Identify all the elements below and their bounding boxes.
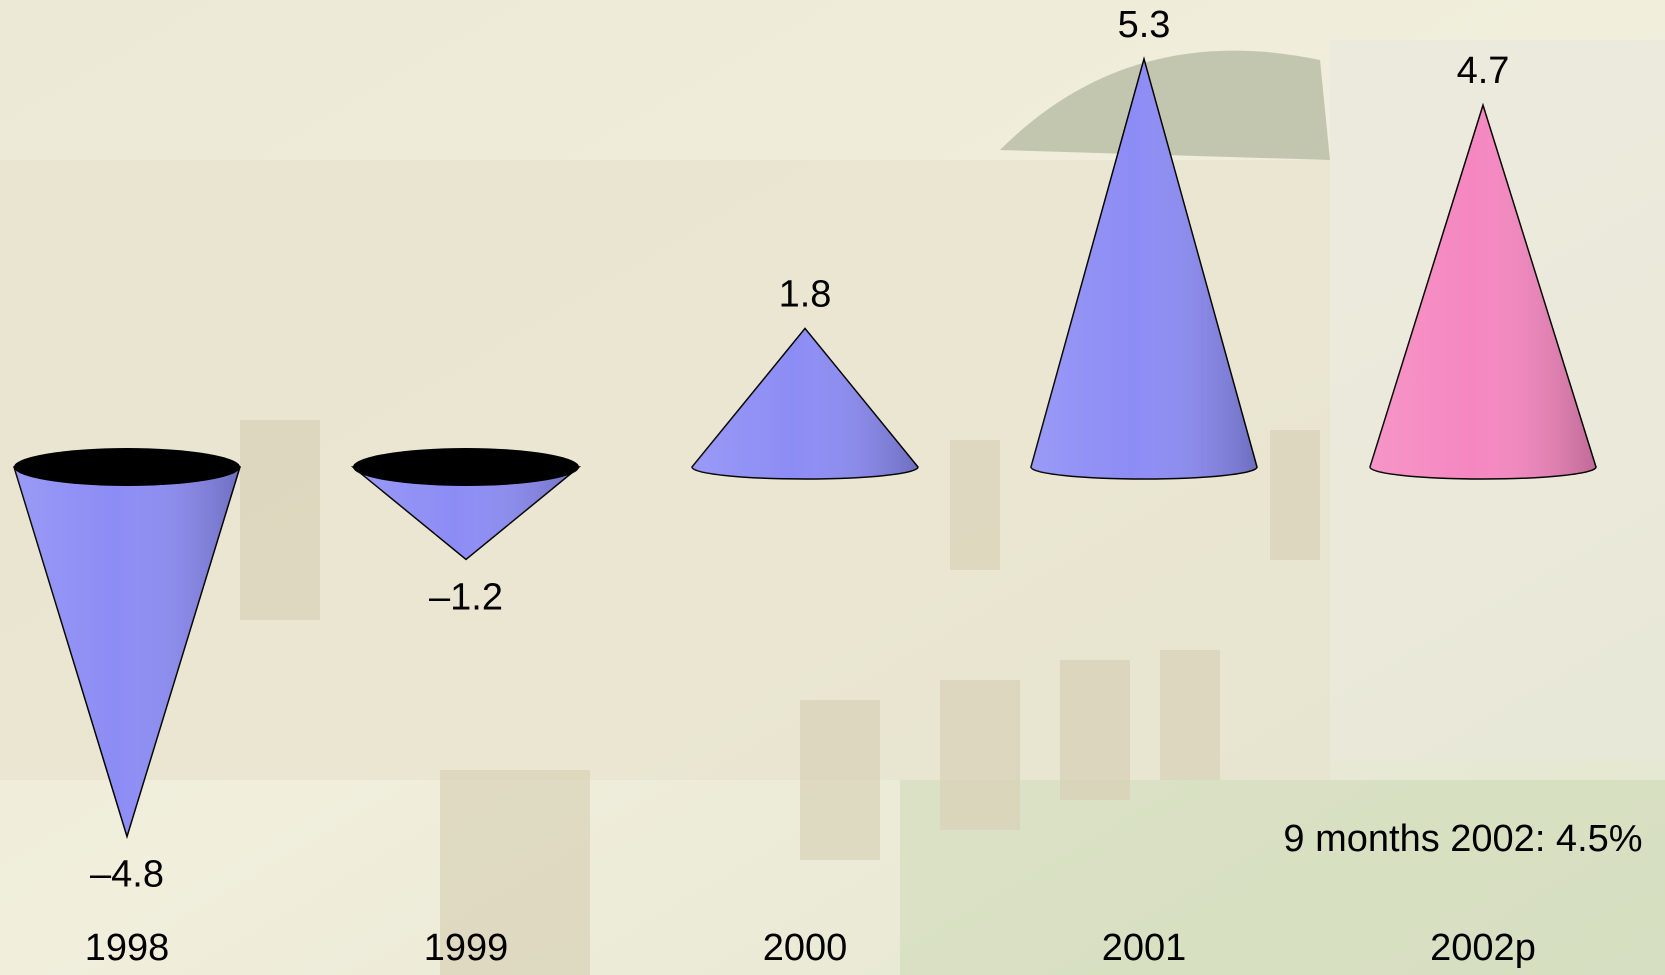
cone-opening <box>14 448 240 486</box>
value-label: –4.8 <box>90 854 164 896</box>
annotation: 9 months 2002: 4.5% <box>1283 818 1642 860</box>
chart: 9 months 2002: 4.5% –4.8 1998 –1.2 1999 1.8 2… <box>0 0 1665 975</box>
value-label: 4.7 <box>1457 50 1510 92</box>
x-tick-label: 2001 <box>1102 927 1187 969</box>
value-label: –1.2 <box>429 576 503 618</box>
page: 9 months 2002: 4.5% –4.8 1998 –1.2 1999 1.8 2… <box>0 0 1665 975</box>
x-tick-label: 1998 <box>85 927 170 969</box>
x-tick-label: 2002p <box>1430 927 1536 969</box>
x-tick-label: 1999 <box>424 927 509 969</box>
cone-opening <box>353 448 579 486</box>
x-tick-label: 2000 <box>763 927 848 969</box>
value-label: 5.3 <box>1118 4 1171 46</box>
value-label: 1.8 <box>779 273 832 315</box>
